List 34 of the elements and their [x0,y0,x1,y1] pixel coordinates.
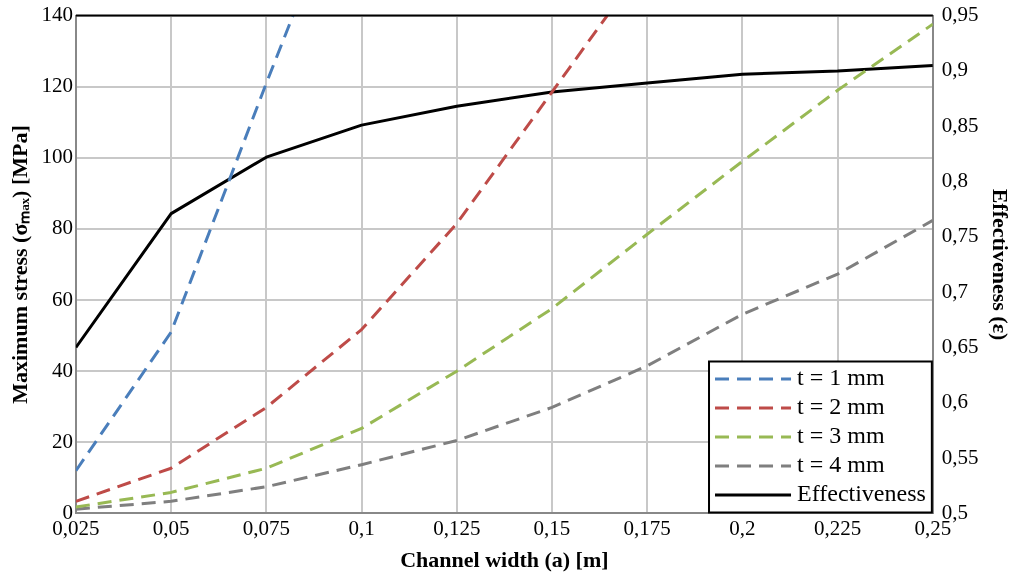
legend-label: t = 4 mm [797,451,885,478]
x-tick-label: 0,2 [729,515,756,540]
y2-tick-label: 0,6 [941,389,969,414]
line-series [75,22,933,509]
y-tick-label: 60 [51,286,73,311]
x-axis-title: Channel width (a) [m] [400,547,609,573]
y2-axis-title: Effectiveness (ε) [988,188,1014,341]
legend-label: t = 2 mm [797,393,885,420]
y-axis-title: Maximum stress (σₘₐₓ) [MPa] [6,125,32,404]
y2-tick-label: 0,8 [941,168,969,193]
y-tick-label: 80 [51,215,73,240]
y2-tick-label: 0,55 [941,444,979,469]
y2-tick-label: 0,7 [941,278,969,303]
y2-tick-label: 0,9 [941,57,969,82]
x-tick-label: 0,225 [814,515,862,540]
y-tick-label: 20 [51,428,73,453]
y2-tick-label: 0,85 [941,112,979,137]
x-tick-label: 0,075 [242,515,290,540]
x-tick-label: 0,05 [152,515,190,540]
legend-label: t = 1 mm [797,364,885,391]
x-tick-label: 0,125 [433,515,481,540]
line-series [75,15,609,503]
y-tick-label: 100 [41,144,73,169]
y-tick-label: 40 [51,357,73,382]
y2-tick-label: 0,65 [941,333,979,358]
x-tick-label: 0,15 [533,515,571,540]
x-tick-label: 0,1 [348,515,375,540]
y-tick-label: 120 [41,73,73,98]
y-tick-label: 140 [41,2,73,27]
legend-label: Effectiveness [797,480,926,507]
y2-tick-label: 0,95 [941,2,979,27]
legend-label: t = 3 mm [797,422,885,449]
y2-tick-label: 0,75 [941,223,979,248]
x-tick-label: 0,175 [623,515,671,540]
